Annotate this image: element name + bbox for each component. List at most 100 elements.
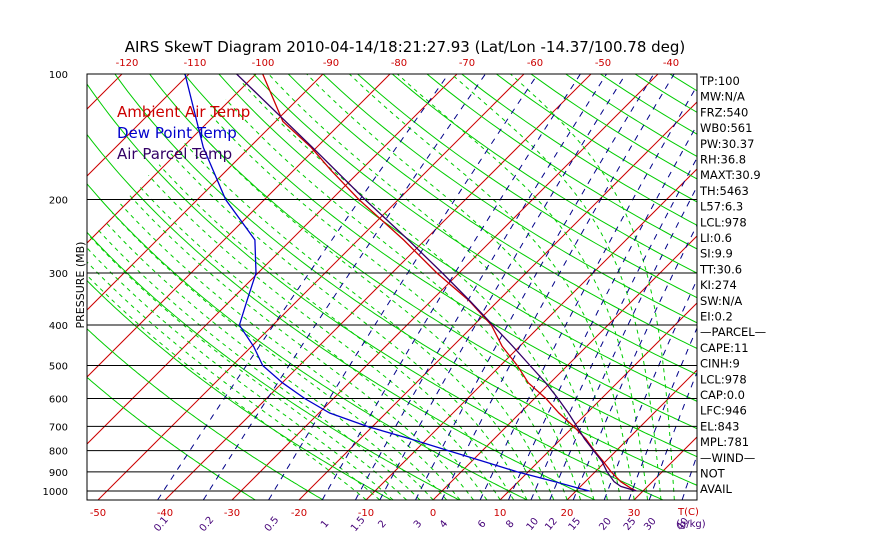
mixing-ratio-tick-label: 3	[412, 518, 425, 530]
pressure-tick-label: 500	[49, 361, 68, 372]
mixing-ratio-line	[379, 74, 627, 500]
top-temp-tick-label: -70	[459, 58, 475, 69]
pressure-tick-label: 300	[49, 269, 68, 280]
top-temp-tick-label: -100	[252, 58, 275, 69]
dry-adiabat-line	[495, 74, 697, 203]
mixing-ratio-tick-label: 4	[438, 518, 451, 530]
stats-line: MAXT:30.9	[700, 168, 761, 182]
moist-adiabat-line	[87, 247, 394, 500]
moist-adiabat-line	[195, 127, 555, 500]
stats-line: WB0:561	[700, 121, 752, 135]
mixing-ratio-line	[441, 74, 675, 500]
x-axis-label: T(C)	[677, 507, 699, 518]
mixing-ratio-line	[202, 74, 486, 500]
moist-adiabat-line	[104, 220, 434, 500]
mixing-ratio-line	[415, 74, 655, 500]
dry-adiabat-line	[356, 74, 697, 299]
stats-line: CAPE:11	[700, 341, 749, 355]
legend-entry: Dew Point Temp	[117, 124, 237, 142]
moist-adiabat-line	[158, 164, 515, 500]
mixing-ratio-tick-label: 10	[525, 516, 542, 533]
dry-adiabat-line	[183, 74, 697, 430]
stats-line: LI:0.6	[700, 231, 732, 245]
isotherm-line	[298, 101, 697, 500]
bottom-temp-tick-label: -20	[291, 508, 307, 519]
moist-adiabat-line	[148, 174, 501, 500]
chart-title: AIRS SkewT Diagram 2010-04-14/18:21:27.9…	[125, 38, 686, 56]
stats-line: TH:5463	[699, 184, 749, 198]
bottom-temp-tick-label: 0	[430, 508, 436, 519]
bottom-temp-tick-label: -40	[157, 508, 173, 519]
stats-line: TT:30.6	[699, 262, 742, 276]
background-grid	[87, 65, 870, 500]
top-temp-tick-label: -40	[663, 58, 679, 69]
isotherm-line	[231, 74, 659, 500]
dry-adiabat-line	[426, 74, 697, 250]
mixing-ratio-line	[321, 74, 581, 500]
isotherm-line	[87, 74, 324, 311]
mixing-ratio-line	[355, 74, 607, 500]
legend: Ambient Air Temp Dew Point Temp Air Parcel…	[117, 103, 250, 163]
mixing-ratio-unit-label: (g/kg)	[676, 519, 706, 530]
dry-adiabat-line	[792, 65, 870, 500]
bottom-temp-tick-label: -10	[358, 508, 374, 519]
dry-adiabat-line	[287, 74, 697, 349]
top-temp-tick-label: -110	[184, 58, 207, 69]
dry-adiabat-line	[87, 328, 324, 500]
stats-line: TP:100	[699, 74, 740, 88]
parcel-temp-line	[236, 74, 637, 492]
dry-adiabat-line	[87, 183, 528, 500]
mixing-ratio-line	[157, 74, 449, 500]
moist-adiabat-line	[450, 74, 662, 500]
pressure-tick-label: 200	[49, 196, 68, 207]
stats-line: LCL:978	[700, 372, 747, 386]
moist-adiabat-line	[138, 185, 488, 500]
mixing-ratio-tick-label: 2	[376, 518, 389, 530]
mixing-ratio-tick-label: 30	[642, 516, 659, 533]
pressure-tick-label: 900	[49, 468, 68, 479]
stats-line: SW:N/A	[700, 294, 742, 308]
stats-line: AVAIL	[700, 482, 733, 496]
legend-entry: Ambient Air Temp	[117, 103, 250, 121]
stats-line: RH:36.8	[700, 153, 746, 167]
isotherm-line	[87, 74, 458, 445]
mixing-ratio-tick-label: 0.2	[198, 515, 217, 534]
stats-line: SI:9.9	[700, 247, 733, 261]
moist-adiabat-line	[170, 153, 528, 500]
mixing-ratio-tick-label: 6	[476, 518, 489, 530]
stats-line: —PARCEL—	[700, 325, 766, 339]
dry-adiabat-line	[87, 376, 256, 500]
pressure-tick-label: 100	[49, 70, 68, 81]
top-temp-tick-label: -120	[116, 58, 139, 69]
moist-adiabat-line	[87, 261, 380, 500]
mixing-ratio-tick-label: 0.5	[263, 515, 282, 534]
pressure-tick-label: 400	[49, 321, 68, 332]
mixing-ratio-tick-label: 20	[597, 516, 614, 533]
dry-adiabat-line	[218, 74, 697, 402]
moist-adiabat-line	[96, 228, 421, 500]
bottom-temp-tick-label: 20	[561, 508, 574, 519]
moist-adiabat-line	[348, 74, 635, 500]
bottom-temp-tick-label: -30	[224, 508, 240, 519]
top-temp-tick-label: -50	[595, 58, 611, 69]
mixing-ratio-line	[572, 223, 697, 500]
moist-adiabat-line	[87, 274, 367, 500]
isotherm-line	[87, 74, 190, 177]
stats-line: CAP:0.0	[700, 388, 745, 402]
plot-frame	[86, 73, 698, 501]
isotherm-line	[768, 74, 870, 500]
pressure-tick-label: 700	[49, 422, 68, 433]
dry-adiabat-line	[322, 74, 697, 324]
pressure-tick-label: 800	[49, 447, 68, 458]
isotherm-line	[499, 302, 697, 500]
isotherm-line	[87, 74, 257, 244]
stats-line: KI:274	[700, 278, 737, 292]
moist-adiabat-line	[210, 114, 568, 500]
moist-adiabat-line	[267, 74, 608, 500]
stats-line: FRZ:540	[700, 105, 748, 119]
mixing-ratio-line	[549, 185, 697, 500]
moist-adiabat-line	[120, 203, 461, 500]
top-temp-tick-label: -80	[391, 58, 407, 69]
